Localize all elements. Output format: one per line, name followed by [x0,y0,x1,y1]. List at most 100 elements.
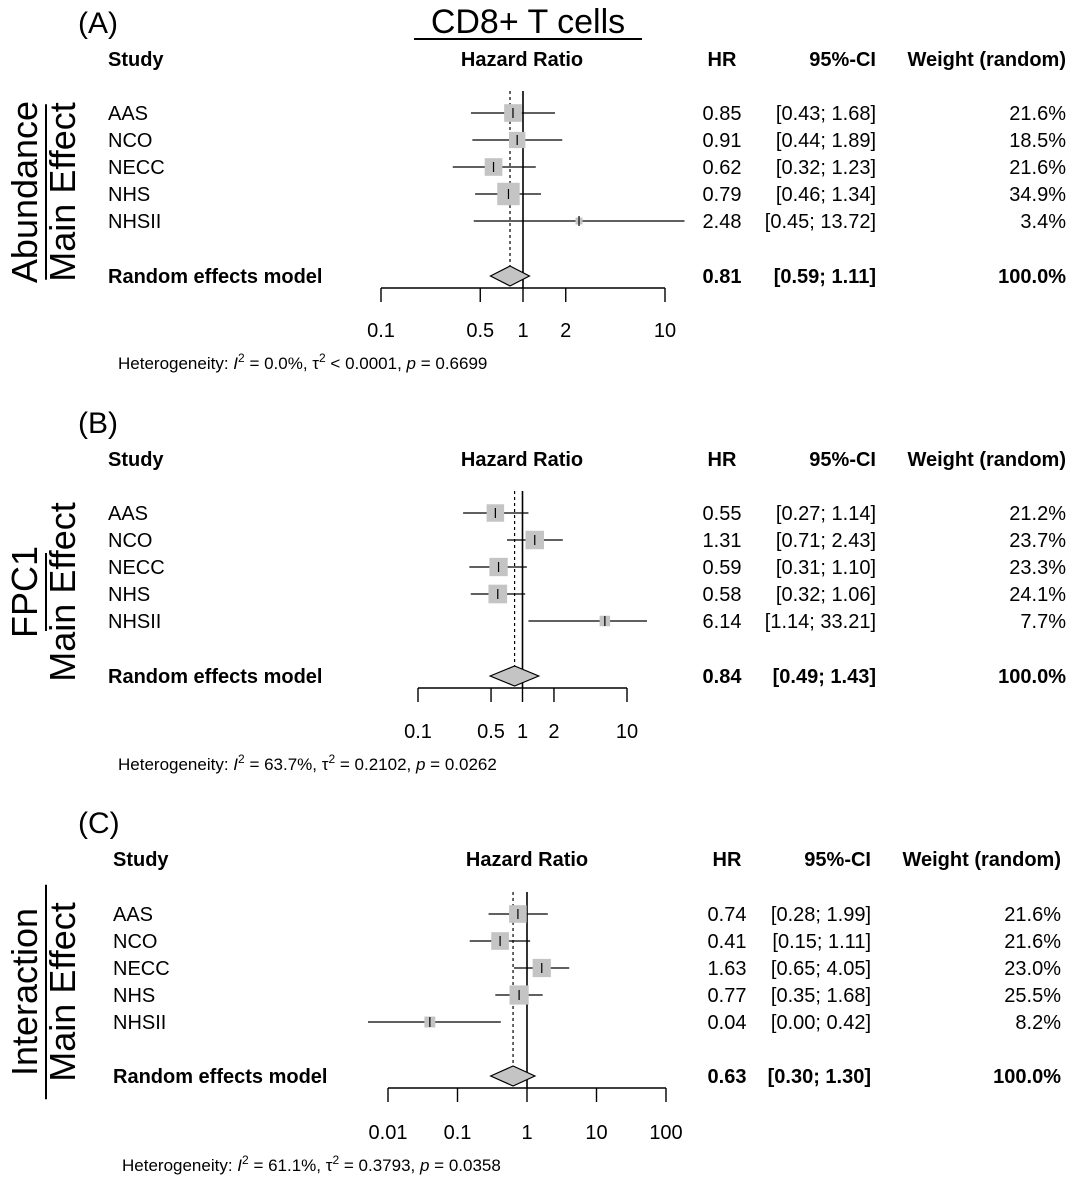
weight-value: 18.5% [1009,130,1066,152]
study-name: NECC [108,557,165,579]
ci-value: [0.71; 2.43] [776,530,876,552]
header-hr: HR [708,49,737,71]
x-axis: 0.1 0.5 1 2 10 [367,287,676,342]
header-hazard-ratio: Hazard Ratio [461,449,583,471]
weight-value: 21.2% [1009,503,1066,525]
ci-value: [0.44; 1.89] [776,130,876,152]
x-axis-tick-label: 1 [517,721,528,743]
ci-value: [1.14; 33.21] [765,611,876,633]
x-axis-tick-label: 0.5 [466,320,494,342]
study-row: NCO 0.91 [0.44; 1.89] 18.5% [108,130,1066,152]
ci-value: [0.31; 1.10] [776,557,876,579]
study-row: NECC 0.62 [0.32; 1.23] 21.6% [108,157,1066,179]
study-row: NHS 0.58 [0.32; 1.06] 24.1% [108,584,1066,606]
study-name: NHS [108,184,150,206]
header-study: Study [108,449,164,471]
study-row: NCO 0.41 [0.15; 1.11] 21.6% [113,931,1061,953]
hr-value: 0.85 [703,103,742,125]
study-name: AAS [108,103,148,125]
study-name: NCO [108,130,152,152]
study-row: NHSII 6.14 [1.14; 33.21] 7.7% [108,611,1066,633]
pooled-hr: 0.63 [708,1066,747,1088]
pooled-row: Random effects model 0.84 [0.49; 1.43] 100.… [108,665,1066,688]
weight-value: 3.4% [1020,211,1066,233]
study-name: NECC [113,958,170,980]
study-row: NHSII 0.04 [0.00; 0.42] 8.2% [113,1012,1061,1034]
study-row: NECC 1.63 [0.65; 4.05] 23.0% [113,958,1061,980]
x-axis-tick-label: 2 [548,721,559,743]
weight-value: 21.6% [1009,157,1066,179]
weight-value: 23.3% [1009,557,1066,579]
ci-value: [0.32; 1.23] [776,157,876,179]
pooled-diamond [489,265,531,287]
weight-value: 21.6% [1004,904,1061,926]
study-row: NHS 0.77 [0.35; 1.68] 25.5% [113,985,1061,1007]
x-axis-tick-label: 0.1 [404,721,432,743]
study-row: AAS 0.85 [0.43; 1.68] 21.6% [108,103,1066,125]
hr-value: 0.58 [703,584,742,606]
weight-value: 21.6% [1009,103,1066,125]
x-axis-tick-label: 0.1 [444,1122,472,1144]
pooled-name: Random effects model [113,1066,327,1088]
side-label-top: FPC1 [4,546,45,638]
header-ci: 95%-CI [804,849,871,871]
x-axis-tick-label: 10 [616,721,638,743]
study-name: NHS [108,584,150,606]
weight-value: 25.5% [1004,985,1061,1007]
header-hr: HR [713,849,742,871]
x-axis-tick-label: 1 [517,320,528,342]
study-name: NECC [108,157,165,179]
hr-value: 0.74 [708,904,747,926]
study-row: NHSII 2.48 [0.45; 13.72] 3.4% [108,211,1066,233]
study-name: NCO [113,931,157,953]
x-axis-tick-label: 2 [560,320,571,342]
pooled-name: Random effects model [108,666,322,688]
pooled-weight: 100.0% [993,1066,1061,1088]
weight-value: 8.2% [1015,1012,1061,1034]
header-ci: 95%-CI [809,449,876,471]
heterogeneity-stats: Heterogeneity: I2 = 63.7%, τ2 = 0.2102, … [118,752,497,774]
x-axis-tick-label: 0.5 [477,721,505,743]
weight-value: 7.7% [1020,611,1066,633]
panel-label: (C) [78,807,120,840]
hr-value: 1.31 [703,530,742,552]
study-name: NCO [108,530,152,552]
weight-value: 21.6% [1004,931,1061,953]
study-row: NHS 0.79 [0.46; 1.34] 34.9% [108,182,1066,206]
x-axis-tick-label: 10 [654,320,676,342]
hr-value: 0.41 [708,931,747,953]
study-row: AAS 0.74 [0.28; 1.99] 21.6% [113,904,1061,926]
x-axis-tick-label: 0.1 [367,320,395,342]
ci-value: [0.00; 0.42] [771,1012,871,1034]
side-label-bottom: Main Effect [42,102,83,281]
ci-value: [0.43; 1.68] [776,103,876,125]
study-name: NHSII [108,611,161,633]
ci-value: [0.45; 13.72] [765,211,876,233]
weight-value: 24.1% [1009,584,1066,606]
x-axis-tick-label: 0.01 [369,1122,408,1144]
pooled-ci: [0.49; 1.43] [773,666,876,688]
pooled-row: Random effects model 0.81 [0.59; 1.11] 100.… [108,265,1066,288]
side-label-top: Abundance [4,101,45,283]
ci-value: [0.32; 1.06] [776,584,876,606]
x-axis-tick-label: 1 [521,1122,532,1144]
pooled-ci: [0.59; 1.11] [774,266,876,288]
pooled-row: Random effects model 0.63 [0.30; 1.30] 100.… [113,1065,1061,1088]
ci-value: [0.28; 1.99] [771,904,871,926]
weight-value: 34.9% [1009,184,1066,206]
x-axis: 0.1 0.5 1 2 10 [404,687,638,743]
hr-value: 6.14 [703,611,742,633]
header-weight: Weight (random) [907,49,1066,71]
study-name: NHS [113,985,155,1007]
hr-value: 0.77 [708,985,747,1007]
header-study: Study [108,49,164,71]
study-row: AAS 0.55 [0.27; 1.14] 21.2% [108,503,1066,525]
hr-value: 0.04 [708,1012,747,1034]
